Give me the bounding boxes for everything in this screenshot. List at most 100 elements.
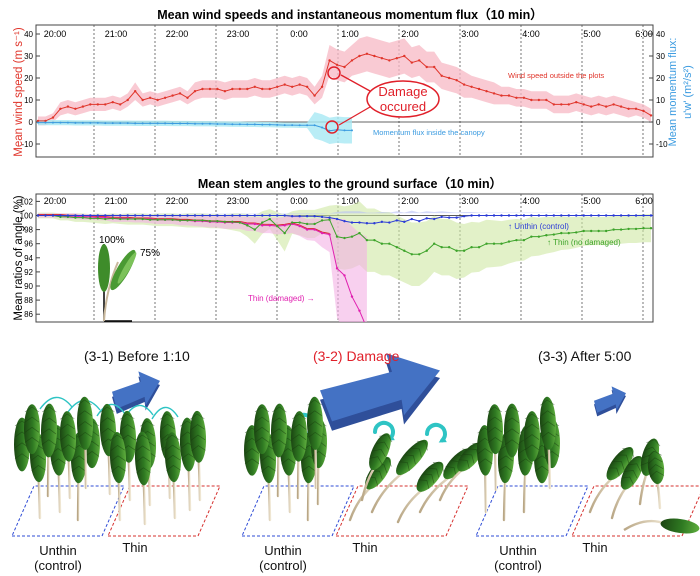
unthin-control-point bbox=[410, 217, 413, 221]
wind-speed-point bbox=[530, 98, 533, 102]
inset-bent-crown-shade bbox=[117, 252, 137, 284]
tree-needles bbox=[404, 454, 416, 465]
unthin-control-point bbox=[231, 214, 234, 217]
wind-speed-point bbox=[328, 59, 331, 62]
thin-no-damaged-point bbox=[96, 217, 100, 220]
wind-speed-point bbox=[567, 103, 570, 106]
unthin-control-point bbox=[171, 214, 174, 217]
bottom-y-label: Mean ratios of angle (%) bbox=[13, 195, 25, 320]
thin-no-damaged-point bbox=[522, 238, 526, 242]
thin-no-damaged-point bbox=[313, 222, 316, 226]
unthin-control-point bbox=[216, 214, 219, 217]
wind-speed-point bbox=[51, 116, 55, 119]
momentum-flux-point bbox=[164, 122, 167, 125]
thin-no-damaged-point bbox=[186, 219, 189, 222]
damage-annotation-text-1: Damage bbox=[378, 84, 427, 99]
tree-needles bbox=[190, 424, 205, 431]
thin-no-damaged-point bbox=[388, 242, 391, 245]
top-right-tick-label: 10 bbox=[656, 96, 665, 105]
unthin-control-point bbox=[530, 214, 533, 217]
tree-needles bbox=[281, 458, 296, 465]
thin-no-damaged-point bbox=[283, 231, 286, 235]
momentum-flux-point bbox=[253, 123, 256, 126]
top-time-tick: 4:00 bbox=[522, 29, 540, 39]
thin-no-damaged-point bbox=[193, 219, 197, 222]
momentum-flux-point bbox=[44, 121, 47, 124]
wind-speed-point bbox=[350, 59, 354, 62]
damage-callout bbox=[366, 80, 440, 118]
wind-speed-point bbox=[290, 85, 294, 89]
unthin-control-point bbox=[492, 214, 496, 217]
top-right-y-label-sub: u'w' (m²/s²) bbox=[682, 65, 694, 119]
scene-after-title: (3-3) After 5:00 bbox=[538, 348, 632, 364]
tree-needles bbox=[608, 467, 620, 477]
top-right-y-ticks: -10 0 10 20 30 40 bbox=[649, 30, 668, 149]
unthin-control-point bbox=[365, 222, 369, 225]
thin-no-damaged-point bbox=[560, 231, 563, 235]
tree-needles bbox=[24, 436, 40, 443]
tree-needles bbox=[254, 426, 270, 433]
wind-speed-point bbox=[507, 94, 511, 97]
tree-needles bbox=[524, 444, 540, 451]
tree-needles bbox=[190, 434, 206, 441]
wind-speed-point bbox=[74, 107, 77, 111]
top-right-tick-label: 0 bbox=[656, 118, 661, 127]
tree-needles bbox=[71, 465, 86, 472]
unthin-control-point bbox=[477, 214, 481, 217]
tree-needles bbox=[271, 439, 286, 446]
tree-needles bbox=[100, 427, 116, 434]
damage-marker-wind bbox=[327, 66, 341, 80]
tree-needles bbox=[372, 448, 386, 457]
thin-damaged-point bbox=[283, 224, 286, 227]
inset-label-100: 100% bbox=[99, 235, 125, 246]
tree-needles bbox=[504, 439, 520, 446]
thin-no-damaged-point bbox=[447, 246, 451, 249]
tree-needles bbox=[524, 413, 540, 420]
thin-no-damaged-point bbox=[462, 249, 466, 252]
tree-needles bbox=[375, 441, 389, 450]
wind-speed-point bbox=[276, 85, 279, 89]
scene-after-wind-arrow-face bbox=[594, 386, 626, 413]
wind-speed-point bbox=[156, 98, 159, 102]
thin-no-damaged-point bbox=[238, 221, 242, 224]
tree-needles bbox=[487, 406, 502, 413]
wind-speed-point bbox=[119, 103, 122, 106]
unthin-control-point bbox=[328, 216, 331, 219]
unthin-control-point bbox=[193, 214, 197, 217]
wind-speed-point bbox=[447, 76, 451, 80]
tree-needles bbox=[60, 434, 76, 441]
unthin-control-line bbox=[38, 215, 653, 224]
unthin-control-point bbox=[74, 214, 77, 217]
wind-speed-point bbox=[44, 119, 47, 123]
tree-needles bbox=[291, 423, 307, 430]
wind-speed-point bbox=[500, 94, 503, 97]
momentum-flux-point bbox=[156, 122, 159, 125]
momentum-flux-point bbox=[328, 129, 331, 132]
tree bbox=[647, 450, 665, 510]
wind-speed-point bbox=[492, 92, 496, 95]
tree-crown bbox=[76, 396, 94, 450]
unthin-control-point bbox=[208, 214, 212, 217]
thin-no-damaged-point bbox=[530, 235, 533, 238]
tree bbox=[524, 411, 540, 500]
thin-damaged-point bbox=[328, 233, 331, 236]
thin-no-damaged-point bbox=[171, 218, 174, 221]
thin-no-damaged-point bbox=[290, 221, 294, 224]
tree-needles bbox=[135, 434, 150, 441]
unthin-control-point bbox=[500, 214, 503, 217]
thin-no-damaged-point bbox=[604, 229, 608, 233]
thin-no-damaged-point bbox=[141, 217, 144, 221]
wind-speed-point bbox=[261, 87, 264, 91]
unthin-control-point bbox=[163, 214, 167, 217]
wind-speed-point bbox=[186, 96, 189, 100]
wind-speed-point bbox=[418, 59, 421, 62]
top-left-tick-label: -10 bbox=[21, 140, 33, 149]
tree-crown bbox=[486, 404, 504, 455]
tree-needles bbox=[271, 417, 287, 424]
tree bbox=[270, 403, 288, 498]
tree-crown bbox=[254, 404, 270, 455]
unthin-control-point bbox=[59, 214, 62, 217]
momentum-flux-point bbox=[276, 123, 279, 126]
wind-speed-point bbox=[305, 85, 309, 89]
top-left-tick-label: 40 bbox=[24, 30, 33, 39]
